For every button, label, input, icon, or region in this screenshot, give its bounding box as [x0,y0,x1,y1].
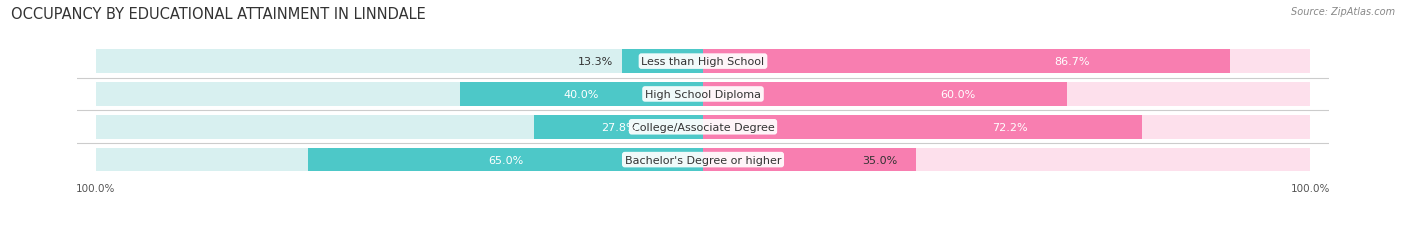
Bar [460,83,703,106]
Bar [703,116,1310,139]
Text: 27.8%: 27.8% [600,122,637,132]
Text: 35.0%: 35.0% [862,155,897,165]
Text: College/Associate Degree: College/Associate Degree [631,122,775,132]
Bar [308,148,703,172]
Bar [96,83,703,106]
Bar [703,83,1067,106]
Text: 72.2%: 72.2% [993,122,1028,132]
Bar [96,148,703,172]
Bar [703,50,1310,74]
Bar [534,116,703,139]
Text: Bachelor's Degree or higher: Bachelor's Degree or higher [624,155,782,165]
Bar [703,148,915,172]
Text: OCCUPANCY BY EDUCATIONAL ATTAINMENT IN LINNDALE: OCCUPANCY BY EDUCATIONAL ATTAINMENT IN L… [11,7,426,22]
Bar [623,50,703,74]
Text: 86.7%: 86.7% [1054,57,1090,67]
Bar [703,83,1310,106]
Text: 60.0%: 60.0% [941,90,976,100]
Text: 65.0%: 65.0% [488,155,523,165]
Bar [96,50,703,74]
Text: High School Diploma: High School Diploma [645,90,761,100]
Text: Less than High School: Less than High School [641,57,765,67]
Text: 40.0%: 40.0% [564,90,599,100]
Bar [703,50,1230,74]
Text: 13.3%: 13.3% [578,57,613,67]
Bar [703,148,1310,172]
Bar [96,116,703,139]
Bar [703,116,1142,139]
Text: Source: ZipAtlas.com: Source: ZipAtlas.com [1291,7,1395,17]
